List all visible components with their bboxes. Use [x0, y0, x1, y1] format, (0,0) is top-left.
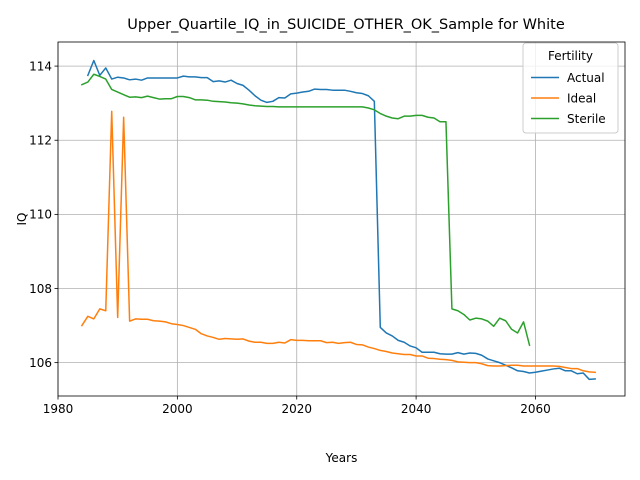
legend-label-sterile: Sterile — [567, 112, 606, 126]
legend-label-ideal: Ideal — [567, 91, 596, 105]
series-line-actual — [86, 59, 596, 381]
x-tick-label: 2020 — [281, 402, 312, 416]
legend-entries: Actual Ideal Sterile — [531, 71, 606, 126]
x-axis-label: Years — [325, 451, 358, 465]
y-tick-label: 112 — [29, 134, 52, 148]
legend-frame — [522, 42, 619, 134]
y-tick-label: 106 — [29, 356, 52, 370]
x-tick-label: 2060 — [520, 402, 551, 416]
plot-area-frame — [57, 41, 626, 397]
y-tick-label: 110 — [29, 208, 52, 222]
x-tick-label: 2000 — [162, 402, 193, 416]
series-layer — [80, 59, 596, 381]
x-tick-label: 1980 — [43, 402, 74, 416]
tick-layer: 1980 2000 2020 2040 2060 106 108 110 112 114 — [29, 59, 551, 416]
legend: Fertility Actual Ideal Sterile — [522, 42, 619, 134]
legend-title: Fertility — [548, 49, 593, 63]
y-axis-label: IQ — [15, 213, 29, 226]
y-tick-label: 108 — [29, 282, 52, 296]
legend-label-actual: Actual — [567, 71, 605, 85]
series-line-sterile — [80, 73, 531, 347]
series-line-ideal — [80, 110, 596, 374]
x-tick-label: 2040 — [401, 402, 432, 416]
y-tick-label: 114 — [29, 59, 52, 73]
chart-title: Upper_Quartile_IQ_in_SUICIDE_OTHER_OK_Sa… — [127, 17, 565, 33]
